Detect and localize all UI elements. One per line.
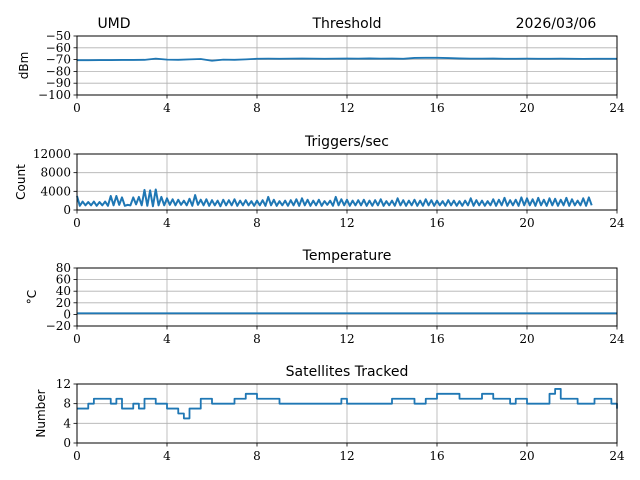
panel-title: Threshold	[312, 16, 382, 32]
x-tick-label: 8	[253, 216, 261, 230]
x-tick-label: 16	[429, 216, 444, 230]
y-tick-label: −70	[46, 53, 71, 67]
x-tick-label: 16	[429, 332, 444, 346]
y-tick-label: 8000	[40, 166, 71, 180]
y-tick-label: −50	[46, 29, 71, 43]
y-tick-label: 40	[56, 284, 71, 298]
y-axis-label: dBm	[17, 52, 31, 80]
y-tick-label: 8	[63, 397, 71, 411]
y-tick-label: 0	[63, 203, 71, 217]
y-tick-label: 12000	[33, 147, 71, 161]
x-tick-label: 24	[609, 216, 625, 230]
series-line	[77, 56, 617, 62]
x-tick-label: 20	[519, 101, 534, 115]
y-tick-label: −80	[46, 64, 71, 78]
panel-title: Satellites Tracked	[286, 364, 409, 380]
x-tick-label: 8	[253, 449, 261, 463]
x-tick-label: 0	[73, 101, 81, 115]
y-axis-label: °C	[25, 290, 39, 304]
axes-frame	[76, 153, 618, 211]
y-tick-label: 60	[56, 273, 71, 287]
series-line	[76, 188, 593, 208]
x-tick-label: 0	[73, 332, 81, 346]
y-tick-label: −20	[46, 319, 71, 333]
y-axis-label: Count	[14, 164, 28, 200]
panel-0: 0 4 8 12 16 20 24 −50−60−70−80−90−100 Threshold d…	[17, 16, 625, 115]
axes-frame	[76, 35, 618, 96]
x-tick-label: 24	[609, 449, 625, 463]
y-tick-label: 0	[63, 307, 71, 321]
x-tick-label: 4	[163, 449, 171, 463]
x-tick-label: 12	[339, 449, 354, 463]
panel-1: 0 4 8 12 16 20 24 0 4000 8000 12000 Triggers/sec Cou…	[14, 134, 625, 230]
y-tick-label: −60	[46, 41, 71, 55]
x-tick-label: 0	[73, 449, 81, 463]
panel-title: Temperature	[302, 248, 392, 264]
x-tick-label: 12	[339, 332, 354, 346]
series-line	[77, 388, 618, 420]
station-label: UMD	[97, 16, 130, 32]
x-tick-label: 4	[163, 332, 171, 346]
y-tick-label: 0	[63, 436, 71, 450]
axes-frame	[76, 383, 618, 444]
x-tick-label: 8	[253, 332, 261, 346]
x-tick-label: 4	[163, 216, 171, 230]
x-tick-label: 20	[519, 449, 534, 463]
x-tick-label: 4	[163, 101, 171, 115]
date-label: 2026/03/06	[516, 16, 597, 32]
y-tick-label: −90	[46, 76, 71, 90]
y-tick-label: −100	[38, 88, 71, 102]
x-tick-label: 24	[609, 101, 625, 115]
axes-frame	[76, 267, 618, 327]
y-tick-label: 80	[56, 261, 71, 275]
panel-title: Triggers/sec	[304, 134, 389, 150]
x-tick-label: 12	[339, 101, 354, 115]
y-tick-label: 4	[63, 416, 71, 430]
x-tick-label: 20	[519, 216, 534, 230]
y-tick-label: 12	[56, 377, 71, 391]
y-tick-label: 20	[56, 296, 71, 310]
x-tick-label: 24	[609, 332, 625, 346]
x-tick-label: 16	[429, 449, 444, 463]
x-tick-label: 8	[253, 101, 261, 115]
x-tick-label: 20	[519, 332, 534, 346]
y-axis-label: Number	[34, 389, 48, 437]
x-tick-label: 0	[73, 216, 81, 230]
panel-3: 0 4 8 12 16 20 24 0 4 8 12 Satellites Tracked Number	[34, 364, 625, 463]
x-tick-label: 16	[429, 101, 444, 115]
y-tick-label: 4000	[40, 184, 71, 198]
x-tick-label: 12	[339, 216, 354, 230]
